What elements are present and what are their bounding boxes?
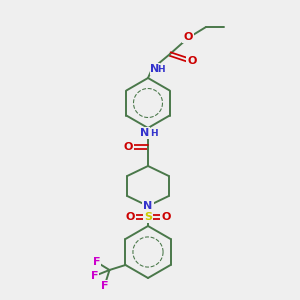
- Text: S: S: [144, 212, 152, 222]
- Text: O: O: [161, 212, 171, 222]
- Text: O: O: [123, 142, 133, 152]
- Text: O: O: [183, 32, 193, 42]
- Text: F: F: [101, 281, 108, 291]
- Text: N: N: [140, 128, 150, 138]
- Text: F: F: [91, 271, 98, 281]
- Text: O: O: [125, 212, 135, 222]
- Text: N: N: [150, 64, 160, 74]
- Text: H: H: [157, 65, 165, 74]
- Text: N: N: [143, 201, 153, 211]
- Text: O: O: [187, 56, 197, 66]
- Text: H: H: [150, 130, 158, 139]
- Text: F: F: [93, 257, 100, 267]
